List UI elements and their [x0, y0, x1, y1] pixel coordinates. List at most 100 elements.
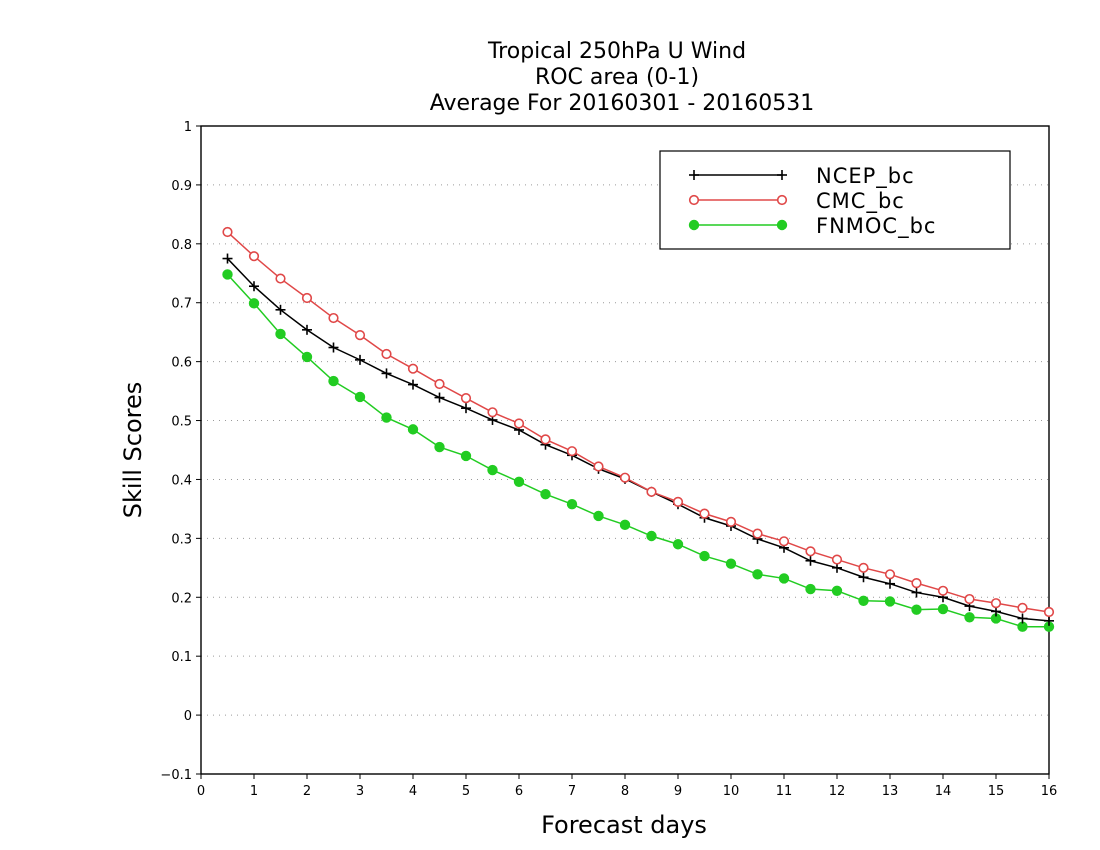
data-point-fnmoc-bc	[540, 488, 551, 500]
data-point-ncep-bc	[885, 578, 895, 589]
data-point-ncep-bc	[911, 587, 922, 598]
legend-label-cmc-bc: CMC_bc	[816, 189, 905, 214]
data-point-fnmoc-bc	[672, 539, 684, 550]
data-point-fnmoc-bc	[778, 573, 790, 584]
x-tick-label: 4	[409, 784, 417, 799]
data-point-cmc-bc	[937, 585, 949, 596]
data-point-fnmoc-bc	[964, 612, 975, 623]
data-point-cmc-bc	[354, 330, 366, 341]
data-point-cmc-bc	[964, 593, 975, 605]
legend-label-ncep-bc: NCEP_bc	[816, 164, 915, 189]
data-point-cmc-bc	[725, 516, 737, 527]
data-point-cmc-bc	[540, 434, 551, 445]
y-tick-label: 0.2	[171, 591, 192, 606]
data-point-ncep-bc	[381, 368, 392, 379]
gridlines	[201, 184, 1049, 716]
data-point-ncep-bc	[355, 354, 365, 365]
x-tick-label: 13	[882, 784, 899, 799]
legend-marker-left-cmc-bc	[688, 194, 700, 206]
y-tick-label: 1	[184, 120, 192, 135]
data-point-cmc-bc	[778, 536, 790, 547]
legend-label-fnmoc-bc: FNMOC_bc	[816, 214, 936, 239]
data-point-cmc-bc	[328, 312, 339, 324]
data-point-cmc-bc	[911, 578, 922, 589]
data-point-ncep-bc	[1044, 615, 1054, 626]
data-point-fnmoc-bc	[275, 328, 286, 340]
y-tick-label: 0.9	[171, 179, 192, 194]
data-point-fnmoc-bc	[354, 391, 366, 403]
legend-entry-fnmoc-bc: FNMOC_bc	[688, 214, 936, 239]
data-point-fnmoc-bc	[248, 298, 260, 309]
data-point-cmc-bc	[699, 508, 710, 519]
data-point-cmc-bc	[990, 598, 1002, 609]
data-point-ncep-bc	[408, 379, 418, 390]
data-point-fnmoc-bc	[381, 412, 392, 423]
data-point-fnmoc-bc	[831, 585, 843, 596]
x-tick-label: 14	[935, 784, 952, 799]
data-point-fnmoc-bc	[513, 476, 525, 488]
data-point-cmc-bc	[513, 418, 525, 429]
chart-title-line-1: Tropical 250hPa U Wind	[487, 39, 746, 64]
data-point-cmc-bc	[487, 407, 498, 418]
data-point-fnmoc-bc	[566, 498, 578, 510]
legend-entry-cmc-bc: CMC_bc	[688, 189, 905, 214]
data-point-cmc-bc	[407, 363, 419, 374]
data-point-fnmoc-bc	[434, 441, 445, 453]
y-axis-label: Skill Scores	[119, 382, 147, 519]
x-tick-label: 9	[674, 784, 682, 799]
x-tick-label: 15	[988, 784, 1005, 799]
data-point-cmc-bc	[460, 393, 472, 404]
x-tick-label: 12	[829, 784, 846, 799]
series-fnmoc-bc	[222, 269, 1055, 632]
data-point-cmc-bc	[646, 486, 657, 497]
legend-marker-right-fnmoc-bc	[776, 219, 788, 231]
y-tick-label: 0.7	[171, 297, 192, 312]
y-tick-label: 0.4	[171, 473, 192, 488]
data-point-cmc-bc	[248, 251, 260, 262]
x-tick-label: 16	[1041, 784, 1058, 799]
data-point-ncep-bc	[461, 403, 471, 414]
data-point-cmc-bc	[381, 348, 392, 360]
data-point-fnmoc-bc	[460, 450, 472, 462]
data-point-fnmoc-bc	[646, 530, 657, 542]
y-tick-label: 0.3	[171, 532, 192, 547]
data-point-cmc-bc	[222, 226, 233, 238]
data-point-fnmoc-bc	[725, 558, 737, 569]
data-point-fnmoc-bc	[593, 510, 604, 522]
data-point-fnmoc-bc	[884, 596, 896, 607]
series-line-ncep-bc	[226, 258, 1050, 622]
data-point-cmc-bc	[1043, 606, 1055, 618]
x-tick-label: 0	[197, 784, 205, 799]
data-point-fnmoc-bc	[301, 351, 313, 363]
x-tick-label: 11	[776, 784, 793, 799]
axes: −0.100.10.20.30.40.50.60.70.80.910 1 2 3 4 5 6…	[160, 120, 1057, 799]
data-point-ncep-bc	[858, 572, 869, 583]
data-point-fnmoc-bc	[937, 603, 949, 615]
data-point-ncep-bc	[249, 281, 259, 292]
data-point-fnmoc-bc	[858, 595, 869, 607]
series-line-cmc-bc	[226, 231, 1050, 613]
data-point-cmc-bc	[619, 472, 631, 483]
legend-marker-right-cmc-bc	[776, 194, 788, 206]
data-point-fnmoc-bc	[699, 550, 710, 562]
data-point-fnmoc-bc	[328, 375, 339, 387]
x-tick-label: 8	[621, 784, 629, 799]
series-cmc-bc	[222, 226, 1055, 618]
data-series	[222, 226, 1055, 632]
chart-title-line-3: Average For 20160301 - 20160531	[430, 91, 815, 116]
chart-title-line-2: ROC area (0-1)	[535, 65, 699, 90]
data-point-ncep-bc	[1017, 613, 1028, 624]
x-tick-label: 1	[250, 784, 258, 799]
data-point-ncep-bc	[328, 342, 339, 353]
x-tick-label: 6	[515, 784, 523, 799]
data-point-fnmoc-bc	[222, 269, 233, 280]
chart-titles: Tropical 250hPa U Wind ROC area (0-1) Av…	[430, 39, 815, 116]
x-tick-label: 7	[568, 784, 576, 799]
x-tick-label: 10	[723, 784, 740, 799]
legend-marker-left-ncep-bc	[689, 170, 699, 180]
data-point-ncep-bc	[222, 253, 233, 264]
y-tick-label: 0.5	[171, 415, 192, 430]
